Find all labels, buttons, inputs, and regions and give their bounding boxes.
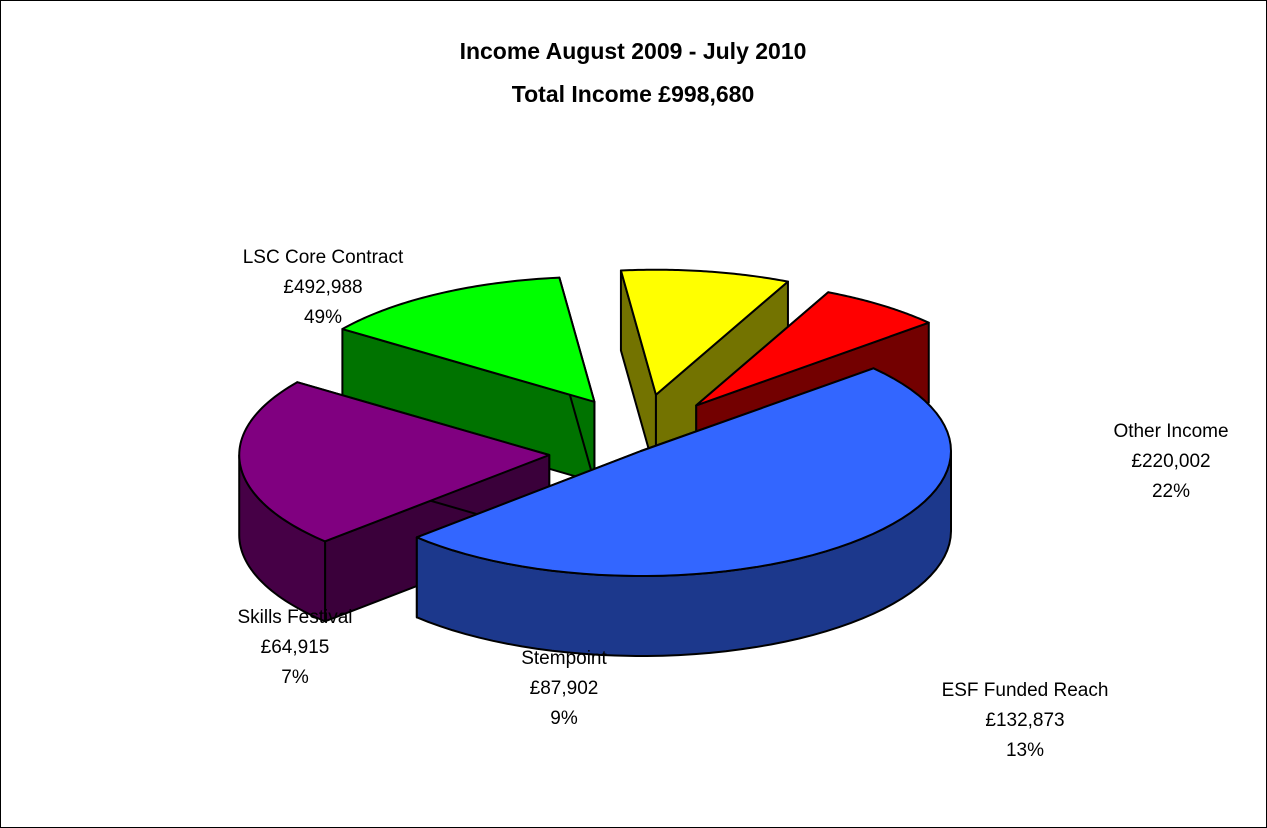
slice-label-stempoint: Stempoint £87,902 9% [521,648,607,729]
slice-label-amount: £220,002 [1131,451,1210,472]
slice-top-face [341,276,596,403]
slice-label-other-income: Other Income £220,002 22% [1113,421,1228,502]
slice-label-percent: 9% [550,708,578,729]
slice-label-percent: 7% [281,667,309,688]
pie-slice-lsc-core-contract [415,367,952,657]
slice-label-amount: £87,902 [530,678,599,699]
slice-label-percent: 49% [304,307,342,328]
slice-label-skills-festival: Skills Festival £64,915 7% [237,607,352,688]
slice-label-amount: £492,988 [283,277,362,298]
slice-label-esf-funded-reach: ESF Funded Reach £132,873 13% [942,680,1109,761]
slice-top-face [695,291,930,407]
pie-slice-stempoint [619,268,789,476]
slice-label-amount: £132,873 [985,710,1064,731]
slice-top-face [619,268,789,396]
slice-labels-group: LSC Core Contract £492,988 49% Other Income… [237,247,1228,761]
chart-title: Income August 2009 - July 2010 [460,38,807,64]
slice-label-name: ESF Funded Reach [942,680,1109,701]
slice-label-name: Skills Festival [237,607,352,628]
slice-label-percent: 13% [1006,740,1044,761]
slice-label-name: Other Income [1113,421,1228,442]
pie-slice-esf-funded-reach [341,276,596,483]
pie-slices-group [238,268,952,657]
slice-top-face [238,381,551,543]
chart-subtitle: Total Income £998,680 [512,81,754,107]
slice-label-percent: 22% [1152,481,1190,502]
slice-label-lsc-core-contract: LSC Core Contract £492,988 49% [243,247,404,328]
slice-label-amount: £64,915 [261,637,330,658]
slice-top-face [415,367,952,577]
slice-label-name: Stempoint [521,648,607,669]
slice-label-name: LSC Core Contract [243,247,404,268]
